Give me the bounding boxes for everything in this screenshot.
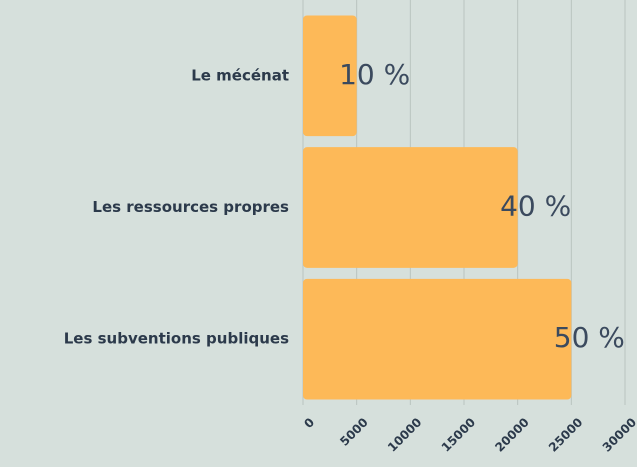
bar-annotation: 40 %: [500, 190, 571, 223]
category-label: Le mécénat: [191, 66, 289, 84]
category-label: Les ressources propres: [92, 198, 289, 216]
category-label: Les subventions publiques: [64, 330, 289, 348]
x-tick-label: 10000: [385, 415, 424, 454]
bar: [303, 15, 357, 137]
x-tick-label: 25000: [546, 415, 585, 454]
x-tick-label: 5000: [337, 415, 371, 449]
bar: [303, 278, 572, 400]
bar-annotation: 50 %: [554, 321, 625, 354]
x-tick-label: 15000: [439, 415, 478, 454]
x-tick-label: 0: [301, 415, 317, 431]
x-tick-label: 30000: [600, 415, 637, 454]
bar: [303, 147, 518, 268]
bar-annotation: 10 %: [339, 58, 410, 91]
x-tick-label: 20000: [492, 415, 531, 454]
